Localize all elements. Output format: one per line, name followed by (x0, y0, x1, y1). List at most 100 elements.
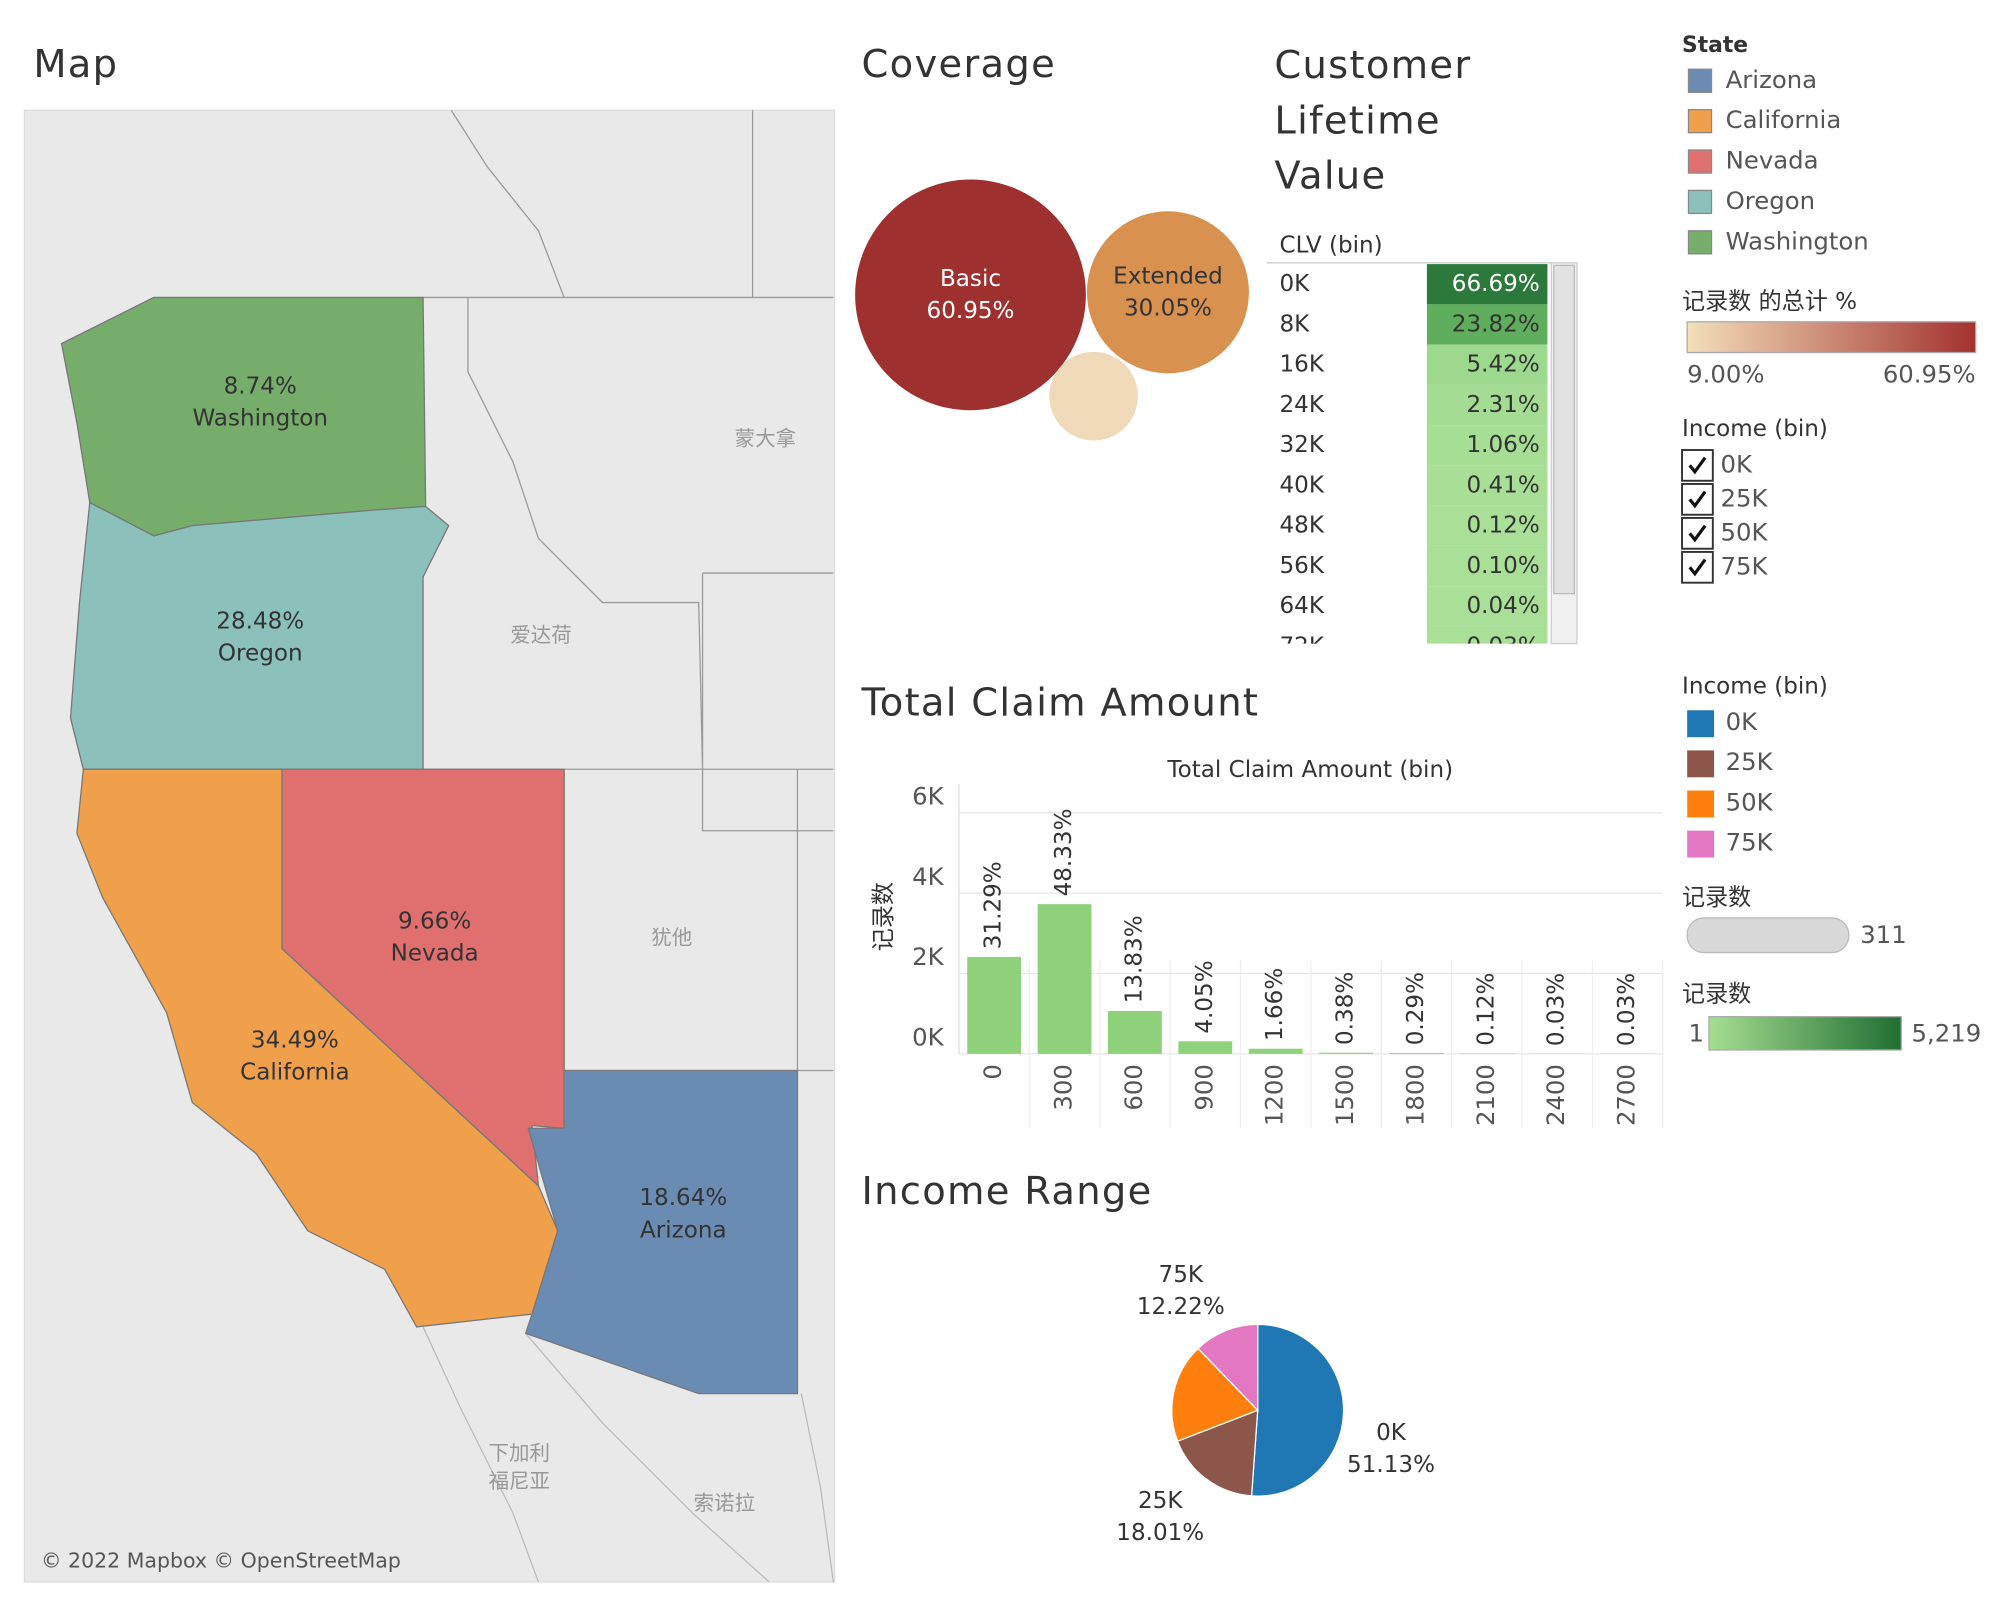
clv-title-box: Customer Lifetime Value (1274, 44, 1470, 199)
bar-percent-label: 48.33% (1051, 808, 1077, 896)
clv-cell-label: 0.10% (1466, 553, 1539, 579)
bubble-category: Basic (940, 266, 1001, 292)
pie-slice[interactable] (1176, 1409, 1259, 1497)
x-tick-label: 2700 (1612, 1064, 1641, 1126)
state-region[interactable] (281, 768, 565, 1188)
checkbox[interactable] (1681, 550, 1714, 584)
legend-swatch[interactable] (1687, 230, 1713, 255)
bar-percent-label: 0.03% (1614, 973, 1640, 1046)
legend-label[interactable]: Nevada (1726, 146, 1819, 175)
legend-swatch[interactable] (1687, 189, 1713, 215)
place-label: 福尼亚 (488, 1469, 550, 1493)
state-name-label: Arizona (640, 1217, 727, 1243)
state-value-label: 8.74% (224, 374, 297, 400)
clv-cell-label: 0.12% (1466, 513, 1539, 539)
clv-cell (1426, 465, 1548, 506)
legend-title: Income (bin) (1682, 674, 1828, 700)
bar[interactable] (1037, 904, 1092, 1054)
x-tick-label: 900 (1189, 1064, 1218, 1110)
state-name-label: California (240, 1060, 350, 1086)
bar[interactable] (1108, 1010, 1162, 1054)
bubble[interactable] (855, 179, 1086, 411)
x-tick-label: 0 (978, 1064, 1007, 1080)
clv-cell (1426, 545, 1548, 587)
pie-slice[interactable] (1171, 1347, 1259, 1443)
clv-cell-label: 5.42% (1466, 352, 1539, 378)
x-tick-label: 2100 (1471, 1064, 1500, 1126)
legend-label[interactable]: Arizona (1726, 65, 1817, 94)
bar[interactable] (1248, 1048, 1303, 1054)
bar-percent-label: 4.05% (1192, 960, 1218, 1033)
checkmark[interactable] (1688, 558, 1707, 577)
clv-cell (1426, 505, 1548, 546)
legend-label[interactable]: Washington (1726, 226, 1869, 255)
legend-swatch[interactable] (1687, 830, 1715, 858)
pie-slice[interactable] (1197, 1323, 1259, 1412)
place-label: 下加利 (488, 1441, 550, 1465)
legend-title: 记录数 (1682, 981, 1751, 1007)
clv-cell-label: 2.31% (1466, 392, 1539, 418)
checkmark[interactable] (1688, 524, 1707, 543)
legend-label[interactable]: Oregon (1726, 186, 1815, 215)
filter-label[interactable]: 25K (1721, 483, 1769, 512)
clv-cell (1426, 425, 1548, 466)
clv-row-label: 56K (1279, 553, 1324, 579)
pie-value: 18.01% (1116, 1520, 1204, 1546)
legend-swatch[interactable] (1687, 68, 1713, 93)
state-region[interactable] (524, 1069, 799, 1395)
y-tick-label: 2K (912, 942, 944, 971)
ramp-max: 60.95% (1883, 360, 1976, 389)
color-ramp (1708, 1016, 1902, 1051)
bar-percent-label: 13.83% (1121, 915, 1147, 1003)
legend-label[interactable]: 50K (1726, 787, 1774, 816)
state-region[interactable] (69, 501, 450, 770)
filter-label[interactable]: 0K (1721, 449, 1753, 478)
clv-cell-label: 0.04% (1466, 593, 1539, 619)
filter-label[interactable]: 75K (1721, 551, 1769, 580)
bar[interactable] (967, 956, 1022, 1054)
x-tick-label: 600 (1119, 1064, 1148, 1110)
legend-swatch[interactable] (1687, 710, 1715, 738)
legend-swatch[interactable] (1687, 750, 1715, 778)
checkbox[interactable] (1681, 483, 1714, 516)
x-tick-label: 1200 (1260, 1064, 1289, 1126)
checkbox[interactable] (1681, 449, 1714, 482)
legend-swatch[interactable] (1687, 108, 1713, 134)
clv-row-label: 48K (1279, 513, 1324, 539)
clv-row-label: 24K (1279, 392, 1324, 418)
legend-swatch[interactable] (1687, 149, 1713, 174)
coverage-title: Coverage (862, 42, 1057, 87)
checkmark[interactable] (1688, 490, 1707, 509)
scrollbar-thumb[interactable] (1553, 264, 1575, 595)
checkbox[interactable] (1681, 516, 1714, 550)
checkmark[interactable] (1688, 456, 1707, 475)
legend-swatch[interactable] (1687, 790, 1715, 818)
bar[interactable] (1178, 1041, 1233, 1054)
legend-label[interactable]: 75K (1726, 827, 1774, 856)
legend-label[interactable]: 0K (1726, 707, 1758, 736)
size-legend-shape (1686, 917, 1850, 954)
bar-x-label: Total Claim Amount (bin) (1166, 757, 1453, 783)
legend-label[interactable]: 25K (1726, 747, 1774, 776)
ramp-max: 5,219 (1912, 1019, 1982, 1048)
legend-label[interactable]: California (1726, 105, 1842, 134)
legend-title: State (1682, 33, 1748, 58)
bubble[interactable] (1049, 351, 1138, 441)
pie-value: 51.13% (1347, 1452, 1435, 1478)
pie-title: Income Range (862, 1169, 1153, 1214)
filter-label[interactable]: 50K (1721, 517, 1769, 546)
pie-slice[interactable] (1250, 1323, 1345, 1497)
bar[interactable] (1389, 1052, 1444, 1054)
x-tick-label: 300 (1049, 1064, 1078, 1110)
pie-category: 75K (1159, 1262, 1204, 1288)
clv-row-label: 8K (1279, 311, 1310, 337)
y-tick-label: 4K (912, 862, 944, 891)
state-name-label: Nevada (391, 940, 479, 966)
bar[interactable] (1319, 1052, 1374, 1054)
pie-value: 12.22% (1137, 1294, 1225, 1320)
state-value-label: 9.66% (398, 908, 471, 934)
state-value-label: 28.48% (216, 608, 304, 634)
bubble[interactable] (1086, 211, 1249, 374)
state-name-label: Washington (192, 406, 328, 432)
